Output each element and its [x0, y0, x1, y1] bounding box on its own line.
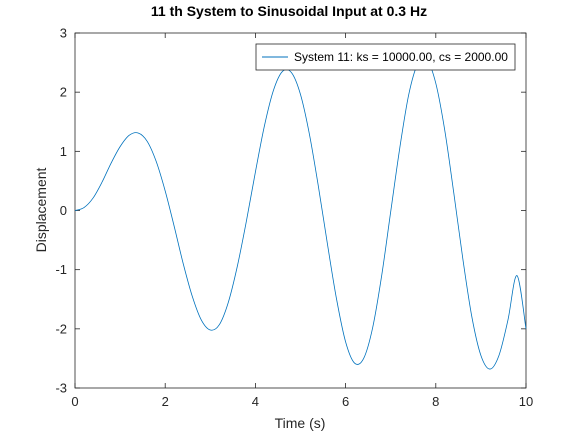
- plot-area: [74, 32, 527, 389]
- chart-title: 11 th System to Sinusoidal Input at 0.3 …: [151, 3, 427, 19]
- y-axis-label: Displacement: [33, 167, 49, 252]
- series-layer: [74, 57, 527, 370]
- y-tick-label: -2: [55, 321, 67, 336]
- x-tick-label: 0: [71, 394, 78, 409]
- x-axis-label: Time (s): [275, 415, 326, 431]
- y-tick-label: 0: [60, 203, 67, 218]
- x-tick-label: 2: [162, 394, 169, 409]
- series-line: [74, 57, 527, 370]
- x-tick-label: 6: [342, 394, 349, 409]
- x-tick-label: 8: [432, 394, 439, 409]
- y-tick-label: 3: [60, 26, 67, 41]
- legend: System 11: ks = 10000.00, cs = 2000.00: [255, 43, 516, 71]
- y-tick-label: 2: [60, 85, 67, 100]
- y-tick-label: -3: [55, 381, 67, 396]
- y-tick-label: 1: [60, 144, 67, 159]
- legend-box: [255, 43, 516, 71]
- legend-entry-label: System 11: ks = 10000.00, cs = 2000.00: [294, 50, 508, 64]
- x-tick-label: 4: [252, 394, 259, 409]
- axis-ticks: 0 2 4 6 8 10 -3 -2 -1 0 1 2 3: [55, 26, 533, 410]
- x-tick-label: 10: [519, 394, 533, 409]
- y-tick-label: -1: [55, 262, 67, 277]
